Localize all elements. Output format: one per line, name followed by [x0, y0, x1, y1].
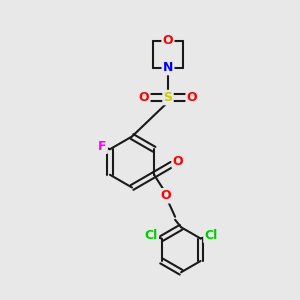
Text: O: O: [139, 91, 149, 104]
Text: F: F: [98, 140, 107, 153]
Text: O: O: [187, 91, 197, 104]
Text: O: O: [161, 189, 171, 202]
Text: O: O: [163, 34, 173, 47]
Text: N: N: [163, 61, 173, 74]
Text: O: O: [173, 155, 183, 168]
Text: S: S: [164, 91, 172, 104]
Text: Cl: Cl: [145, 229, 158, 242]
Text: Cl: Cl: [204, 229, 218, 242]
